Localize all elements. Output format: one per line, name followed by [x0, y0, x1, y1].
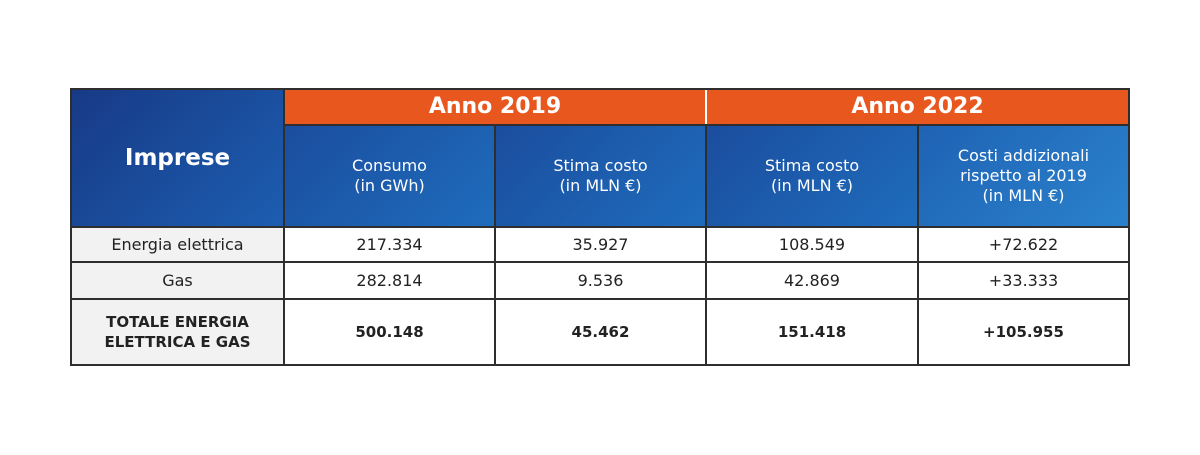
group-text: Anno 2019	[428, 94, 562, 119]
value-cell-text: +33.333	[988, 270, 1059, 290]
row-label: Gas	[72, 263, 283, 298]
column-header-text: (in GWh)	[354, 176, 425, 195]
value-cell-text: 151.418	[777, 323, 847, 341]
row-label-text: Energia elettrica	[111, 234, 244, 254]
column-header-text: (in MLN €)	[559, 176, 642, 195]
corner-text: Imprese	[124, 145, 231, 171]
column-header: Costi addizionali rispetto al 2019 (in MLN…	[919, 126, 1128, 226]
column-header-text: (in MLN €)	[982, 186, 1065, 205]
value-cell-text: 42.869	[784, 270, 840, 290]
value-cell: 45.462	[496, 300, 705, 364]
value-cell: +33.333	[919, 263, 1128, 298]
column-header-text: rispetto al 2019	[960, 166, 1087, 185]
value-cell: 35.927	[496, 228, 705, 261]
column-header-text: Consumo	[352, 156, 427, 175]
value-cell-text: 9.536	[577, 270, 624, 290]
column-header: Stima costo (in MLN €)	[496, 126, 705, 226]
row-label: TOTALE ENERGIA ELETTRICA E GAS	[72, 300, 283, 364]
row-label-text: ELETTRICA E GAS	[104, 333, 251, 351]
value-cell: 108.549	[707, 228, 917, 261]
value-cell: +105.955	[919, 300, 1128, 364]
value-cell-text: 500.148	[355, 323, 424, 341]
value-cell: 42.869	[707, 263, 917, 298]
column-header-text: Stima costo	[764, 156, 860, 175]
group-header: Anno 2019	[285, 90, 705, 124]
column-header-text: Costi addizionali	[957, 146, 1090, 165]
group-header: Anno 2022	[707, 90, 1128, 124]
value-cell-text: 45.462	[571, 323, 630, 341]
column-header-text: (in MLN €)	[770, 176, 854, 195]
column-header: Consumo (in GWh)	[285, 126, 494, 226]
value-cell-text: 108.549	[778, 234, 846, 254]
row-label: Energia elettrica	[72, 228, 283, 261]
value-cell: 9.536	[496, 263, 705, 298]
value-cell: +72.622	[919, 228, 1128, 261]
row-label-text: TOTALE ENERGIA	[106, 313, 249, 331]
value-cell-text: 35.927	[572, 234, 629, 254]
value-cell: 500.148	[285, 300, 494, 364]
value-cell-text: +72.622	[988, 234, 1059, 254]
value-cell-text: +105.955	[983, 323, 1064, 341]
value-cell: 217.334	[285, 228, 494, 261]
row-label-text: Gas	[162, 270, 193, 290]
value-cell-text: 282.814	[356, 270, 423, 290]
column-header-text: Stima costo	[553, 156, 648, 175]
corner-header: Imprese	[72, 90, 283, 226]
value-cell-text: 217.334	[356, 234, 423, 254]
group-text: Anno 2022	[851, 94, 984, 119]
value-cell: 151.418	[707, 300, 917, 364]
column-header: Stima costo (in MLN €)	[707, 126, 917, 226]
table: Imprese Anno 2019 Anno 2022 Consumo (in G…	[70, 88, 1130, 366]
value-cell: 282.814	[285, 263, 494, 298]
